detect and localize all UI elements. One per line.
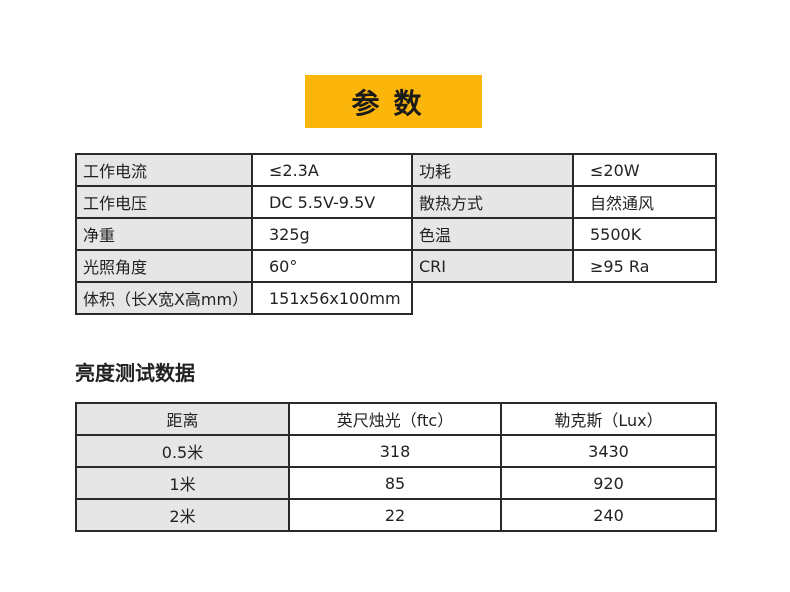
spec-label: 光照角度: [75, 249, 253, 283]
value-cell: 3430: [500, 434, 717, 468]
spec-value: 自然通风: [572, 185, 717, 219]
table-row: 0.5米 318 3430: [75, 434, 717, 468]
distance-cell: 0.5米: [75, 434, 290, 468]
spec-row: 净重 325g 色温 5500K: [75, 217, 717, 251]
column-header: 英尺烛光（ftc）: [288, 402, 502, 436]
spec-value: 151x56x100mm: [251, 281, 413, 315]
column-header: 距离: [75, 402, 290, 436]
value-cell: 318: [288, 434, 502, 468]
header-row: 距离 英尺烛光（ftc） 勒克斯（Lux）: [75, 402, 717, 436]
specs-table: 工作电流 ≤2.3A 功耗 ≤20W 工作电压 DC 5.5V-9.5V 散热方式 自然通风净…: [75, 153, 717, 315]
spec-value: 325g: [251, 217, 413, 251]
column-header: 勒克斯（Lux）: [500, 402, 717, 436]
spec-value: ≤2.3A: [251, 153, 413, 187]
value-cell: 85: [288, 466, 502, 500]
params-banner: 参数: [305, 75, 482, 128]
spec-value: 60°: [251, 249, 413, 283]
spec-label: 工作电压: [75, 185, 253, 219]
table-row: 2米 22 240: [75, 498, 717, 532]
spec-label: CRI: [411, 249, 574, 283]
spec-label: 散热方式: [411, 185, 574, 219]
brightness-title: 亮度测试数据: [75, 361, 195, 385]
spec-label: 工作电流: [75, 153, 253, 187]
spec-value: ≤20W: [572, 153, 717, 187]
spec-row: 体积（长X宽X高mm） 151x56x100mm: [75, 281, 716, 315]
empty-cell: [412, 282, 573, 314]
spec-row: 工作电流 ≤2.3A 功耗 ≤20W: [75, 153, 717, 187]
value-cell: 240: [500, 498, 717, 532]
spec-value: DC 5.5V-9.5V: [251, 185, 413, 219]
table-row: 1米 85 920: [75, 466, 717, 500]
spec-value: ≥95 Ra: [572, 249, 717, 283]
distance-cell: 1米: [75, 466, 290, 500]
spec-label: 净重: [75, 217, 253, 251]
empty-cell: [573, 282, 716, 314]
spec-row: 光照角度 60° CRI ≥95 Ra: [75, 249, 717, 283]
brightness-table: 距离 英尺烛光（ftc） 勒克斯（Lux） 0.5米 318 3430 1米 85 920 2米 2…: [75, 402, 717, 532]
distance-cell: 2米: [75, 498, 290, 532]
spec-label: 体积（长X宽X高mm）: [75, 281, 253, 315]
value-cell: 920: [500, 466, 717, 500]
spec-label: 色温: [411, 217, 574, 251]
value-cell: 22: [288, 498, 502, 532]
spec-label: 功耗: [411, 153, 574, 187]
spec-row: 工作电压 DC 5.5V-9.5V 散热方式 自然通风: [75, 185, 717, 219]
spec-value: 5500K: [572, 217, 717, 251]
